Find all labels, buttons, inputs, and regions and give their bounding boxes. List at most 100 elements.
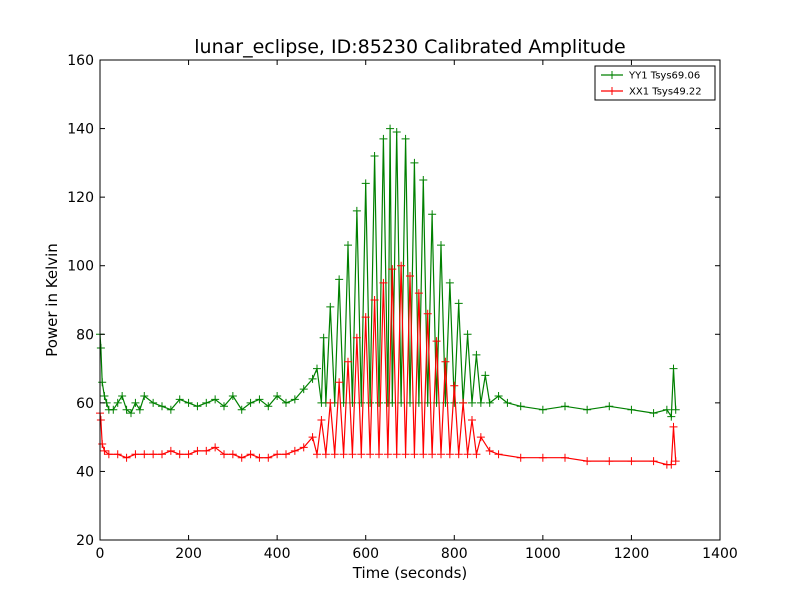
x-axis-label: Time (seconds) [352,564,468,582]
data-point [290,395,299,404]
data-point [158,402,166,411]
data-point [583,405,592,414]
data-point [96,344,105,352]
y-axis-label: Power in Kelvin [43,243,61,357]
data-point [335,275,344,284]
data-point [246,398,255,407]
data-point [605,457,614,466]
data-point [290,446,299,455]
data-point [472,450,481,459]
data-point [669,422,678,431]
data-point [441,357,450,366]
data-point [255,453,264,462]
data-point [113,450,122,459]
data-point [228,450,237,459]
data-point [450,381,459,390]
x-tick-label: 1000 [525,546,561,562]
data-point [166,446,175,455]
data-point [326,302,335,311]
data-point [476,433,485,442]
data-point [454,450,463,459]
data-point [437,241,445,250]
data-point [273,392,282,400]
data-point [140,392,149,400]
data-point [237,453,246,462]
data-point [348,450,357,459]
data-point [326,398,335,407]
data-point [649,409,658,418]
data-point [361,179,370,188]
data-point [264,402,273,411]
data-point [386,124,395,133]
data-point [357,450,366,459]
data-point [211,443,220,452]
data-point [131,450,140,459]
x-tick-label: 1400 [702,546,738,562]
data-point [100,446,109,455]
plot-area [96,124,680,469]
x-tick-label: 1200 [614,546,650,562]
data-point [472,350,481,359]
data-point [669,364,678,373]
data-point [193,402,202,411]
data-point [319,333,328,342]
data-point [419,176,428,184]
data-point [273,450,282,459]
data-point [503,398,512,407]
legend-label: XX1 Tsys49.22 [629,87,702,98]
data-point [468,398,476,407]
data-point [127,409,135,418]
data-point [308,374,317,383]
data-point [605,402,614,411]
data-point [122,405,131,414]
y-tick-label: 80 [76,327,94,343]
data-point [649,457,658,466]
data-point [149,450,158,459]
data-point [175,450,184,459]
legend-label: YY1 Tsys69.06 [628,71,700,82]
data-point [317,416,326,424]
data-point [481,371,490,380]
data-point [454,299,463,308]
data-point [671,405,680,414]
data-point [184,450,193,459]
data-point [220,450,228,459]
data-point [149,398,158,407]
data-point [109,405,118,414]
data-point [401,450,410,459]
data-point [432,337,441,346]
data-point [370,296,379,304]
data-point [100,392,109,400]
y-tick-label: 20 [76,533,94,549]
data-point [463,450,472,459]
data-point [406,272,414,280]
data-point [344,241,352,250]
data-point [375,450,383,459]
data-point [366,450,375,459]
data-point [352,206,361,215]
x-tick-label: 200 [175,546,202,562]
x-tick-label: 800 [441,546,468,562]
data-point [237,405,246,414]
data-point [166,405,175,414]
data-point [184,398,193,407]
data-point [264,453,273,462]
data-point [379,134,388,143]
data-point [667,460,676,469]
data-point [202,398,211,407]
data-point [104,450,113,459]
data-point [516,453,525,462]
data-point [122,453,131,462]
data-point [98,440,107,448]
data-point [410,158,419,167]
data-point [135,405,144,414]
y-tick-label: 40 [76,464,94,480]
data-point [468,416,476,424]
data-point [313,450,321,459]
data-point [339,450,348,459]
legend: YY1 Tsys69.06 XX1 Tsys49.22 [594,65,716,101]
data-point [494,450,503,459]
y-tick-label: 120 [67,190,94,206]
data-point [485,398,494,407]
